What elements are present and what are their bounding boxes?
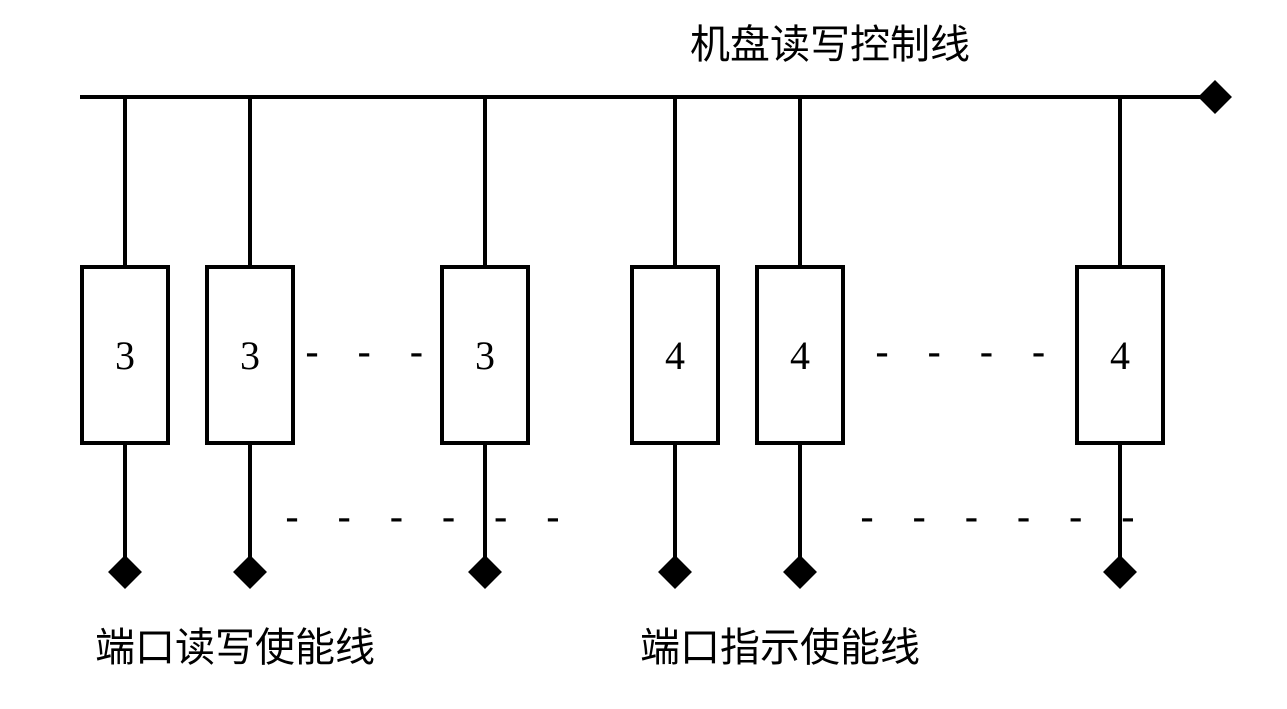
- ellipsis-b-mid: - - - - -: [870, 330, 1105, 376]
- stub-top-b2: [798, 95, 802, 265]
- node-a3: 3: [440, 265, 530, 445]
- bus-title: 机盘读写控制线: [690, 12, 970, 70]
- node-b1-label: 4: [665, 332, 685, 379]
- stub-bot-b1: [673, 445, 677, 570]
- endpoint-b2-icon: [783, 555, 817, 589]
- node-b3: 4: [1075, 265, 1165, 445]
- node-b2: 4: [755, 265, 845, 445]
- endpoint-a1-icon: [108, 555, 142, 589]
- node-a3-label: 3: [475, 332, 495, 379]
- stub-top-a1: [123, 95, 127, 265]
- endpoint-b3-icon: [1103, 555, 1137, 589]
- endpoint-b1-icon: [658, 555, 692, 589]
- stub-top-a2: [248, 95, 252, 265]
- node-b2-label: 4: [790, 332, 810, 379]
- ellipsis-b-bot: - - - - - -: [855, 495, 1142, 541]
- port-rw-enable-label: 端口读写使能线: [95, 615, 375, 673]
- node-a1: 3: [80, 265, 170, 445]
- stub-bot-a2: [248, 445, 252, 570]
- stub-top-b1: [673, 95, 677, 265]
- endpoint-a2-icon: [233, 555, 267, 589]
- bus-diagram: 机盘读写控制线 3 3 - - - - - 3 - - - - - - 端口读写…: [0, 0, 1287, 709]
- node-b1: 4: [630, 265, 720, 445]
- node-a2: 3: [205, 265, 295, 445]
- stub-bot-b2: [798, 445, 802, 570]
- port-ind-enable-label: 端口指示使能线: [640, 615, 920, 673]
- bus-endpoint-icon: [1198, 80, 1232, 114]
- node-a2-label: 3: [240, 332, 260, 379]
- stub-top-a3: [483, 95, 487, 265]
- stub-top-b3: [1118, 95, 1122, 265]
- stub-bot-a1: [123, 445, 127, 570]
- node-b3-label: 4: [1110, 332, 1130, 379]
- node-a1-label: 3: [115, 332, 135, 379]
- ellipsis-a-bot: - - - - - -: [280, 495, 567, 541]
- endpoint-a3-icon: [468, 555, 502, 589]
